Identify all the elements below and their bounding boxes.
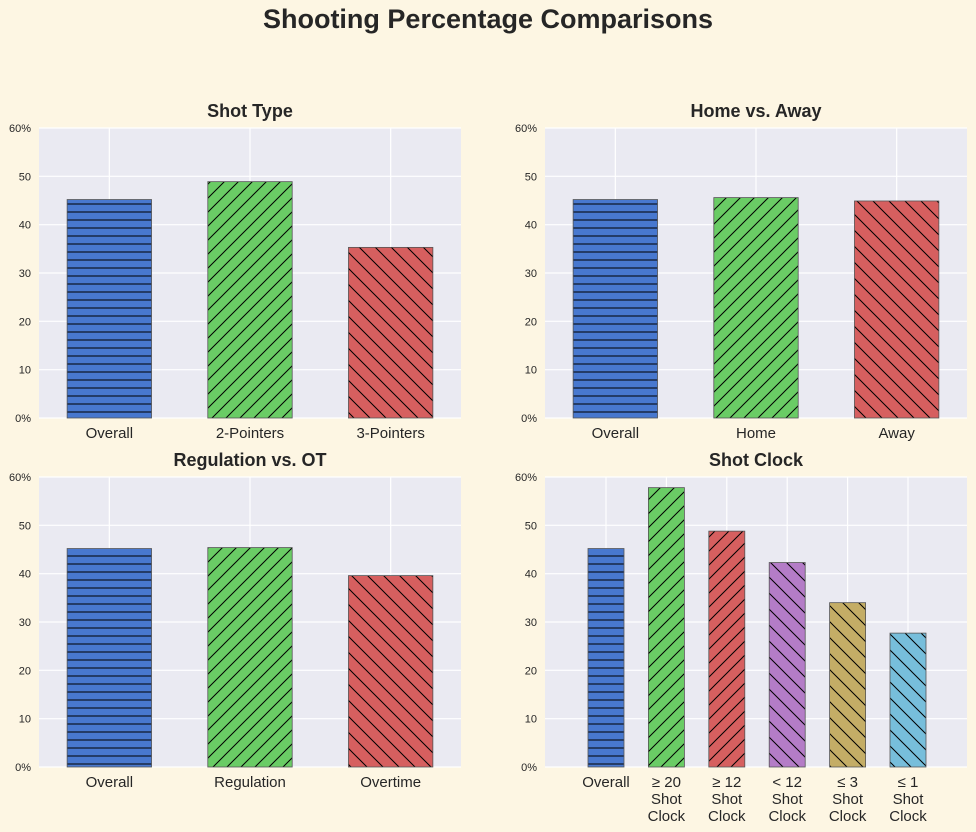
panel-title: Regulation vs. OT bbox=[173, 450, 326, 470]
bar-20-shot-clock-hatch bbox=[648, 487, 685, 768]
bar-12-shot-clock-hatch bbox=[768, 562, 806, 768]
bar-2-pointers bbox=[207, 181, 293, 419]
y-tick-label: 10 bbox=[19, 714, 31, 726]
y-tick-label: 60% bbox=[9, 123, 31, 135]
bar-1-shot-clock bbox=[889, 632, 927, 768]
y-tick-label: 20 bbox=[525, 665, 537, 677]
bar-3-shot-clock-hatch bbox=[829, 602, 866, 768]
bar-3-shot-clock bbox=[829, 602, 866, 768]
x-tick-label: Overall bbox=[582, 774, 630, 791]
y-tick-label: 30 bbox=[19, 268, 31, 280]
bar-3-pointers-hatch bbox=[348, 246, 434, 419]
y-tick-label: 10 bbox=[525, 365, 537, 377]
y-tick-label: 50 bbox=[525, 171, 537, 183]
y-tick-label: 30 bbox=[525, 617, 537, 629]
x-tick-label: Overall bbox=[592, 425, 640, 442]
y-tick-label: 0% bbox=[15, 413, 31, 425]
y-tick-label: 40 bbox=[525, 569, 537, 581]
bar-1-shot-clock-hatch bbox=[889, 632, 927, 768]
y-tick-label: 40 bbox=[525, 220, 537, 232]
bar-regulation bbox=[207, 547, 293, 768]
x-tick-label: ≥ 20 Shot Clock bbox=[648, 774, 686, 825]
x-tick-label: Overall bbox=[86, 425, 134, 442]
y-tick-label: 20 bbox=[525, 316, 537, 328]
y-tick-label: 30 bbox=[19, 617, 31, 629]
bar-overall-hatch bbox=[66, 548, 152, 768]
bar-12-shot-clock-hatch bbox=[708, 530, 746, 768]
y-tick-label: 40 bbox=[19, 220, 31, 232]
y-tick-label: 0% bbox=[521, 762, 537, 774]
panel-shot-clock: 0% 10 20 30 40 50 60% Overall ≥ 20 Shot Clock ≥ 12 S… bbox=[515, 450, 967, 825]
y-tick-label: 10 bbox=[525, 714, 537, 726]
x-tick-label: 2-Pointers bbox=[216, 425, 284, 442]
bar-overall bbox=[587, 548, 625, 768]
y-tick-label: 50 bbox=[525, 520, 537, 532]
bar-20-shot-clock bbox=[648, 487, 685, 768]
y-tick-label: 50 bbox=[19, 171, 31, 183]
y-tick-label: 30 bbox=[525, 268, 537, 280]
bar-12-shot-clock bbox=[768, 562, 806, 768]
y-tick-label: 20 bbox=[19, 665, 31, 677]
x-tick-label: ≤ 1 Shot Clock bbox=[889, 774, 927, 825]
panel-title: Home vs. Away bbox=[690, 101, 821, 121]
x-tick-label: ≤ 3 Shot Clock bbox=[829, 774, 867, 825]
panel-shot-type: 0% 10 20 30 40 50 60% Overall 2-Pointers 3-Pointe… bbox=[9, 101, 461, 442]
x-tick-label: Regulation bbox=[214, 774, 286, 791]
y-tick-label: 20 bbox=[19, 316, 31, 328]
bar-2-pointers-hatch bbox=[207, 181, 293, 419]
y-tick-label: 50 bbox=[19, 520, 31, 532]
y-tick-label: 0% bbox=[15, 762, 31, 774]
panel-title: Shot Type bbox=[207, 101, 293, 121]
bar-home-hatch bbox=[713, 197, 799, 419]
bar-overall-hatch bbox=[66, 199, 152, 419]
y-tick-label: 60% bbox=[515, 472, 537, 484]
bar-overall-hatch bbox=[587, 548, 625, 768]
x-tick-label: Overall bbox=[86, 774, 134, 791]
x-tick-label: Home bbox=[736, 425, 776, 442]
bar-overall bbox=[572, 199, 658, 419]
panel-title: Shot Clock bbox=[709, 450, 804, 470]
panel-home-vs-away: 0% 10 20 30 40 50 60% Overall Home Away Home vs. A… bbox=[515, 101, 967, 442]
bar-away bbox=[854, 200, 940, 419]
y-tick-label: 60% bbox=[515, 123, 537, 135]
bar-overtime bbox=[348, 575, 434, 768]
x-tick-label: Away bbox=[878, 425, 915, 442]
bar-overall bbox=[66, 548, 152, 768]
bar-overall-hatch bbox=[572, 199, 658, 419]
bar-3-pointers bbox=[348, 246, 434, 419]
y-tick-label: 0% bbox=[521, 413, 537, 425]
x-tick-label: < 12 Shot Clock bbox=[768, 774, 806, 825]
bar-12-shot-clock bbox=[708, 530, 746, 768]
bar-regulation-hatch bbox=[207, 547, 293, 768]
y-tick-label: 40 bbox=[19, 569, 31, 581]
figure-title: Shooting Percentage Comparisons bbox=[263, 4, 713, 34]
panel-regulation-vs-ot: 0% 10 20 30 40 50 60% Overall Regulation Overtime… bbox=[9, 450, 461, 791]
bar-home bbox=[713, 197, 799, 419]
bar-away-hatch bbox=[854, 200, 940, 419]
bar-overtime-hatch bbox=[348, 575, 434, 768]
x-tick-label: Overtime bbox=[360, 774, 421, 791]
x-tick-label: ≥ 12 Shot Clock bbox=[708, 774, 746, 825]
bar-overall bbox=[66, 199, 152, 419]
y-tick-label: 60% bbox=[9, 472, 31, 484]
x-tick-label: 3-Pointers bbox=[356, 425, 424, 442]
y-tick-label: 10 bbox=[19, 365, 31, 377]
